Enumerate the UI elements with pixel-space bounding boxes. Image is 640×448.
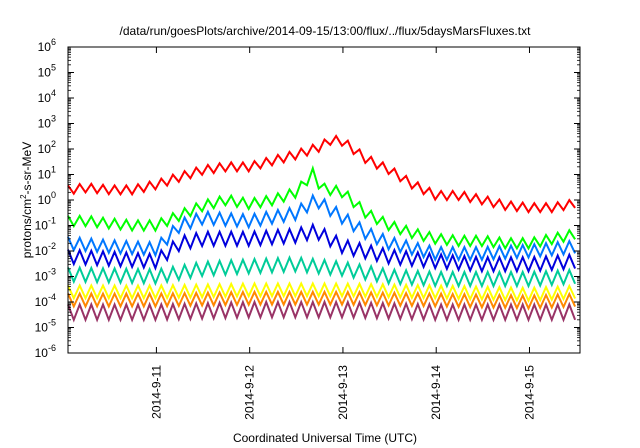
- y-tick-label: 104: [38, 88, 56, 105]
- y-axis: 10-6 10-5 10-4 10-3 10-2 10-1 100 101 102 103 104 1…: [35, 37, 580, 360]
- chart-title: /data/run/goesPlots/archive/2014-09-15/1…: [120, 24, 532, 38]
- x-axis-label: Coordinated Universal Time (UTC): [233, 431, 417, 445]
- y-tick-label: 10-3: [35, 267, 56, 284]
- y-tick-label: 10-4: [35, 292, 56, 309]
- x-axis: 2014-9-11 2014-9-12 2014-9-13 2014-9-14 2014…: [149, 47, 536, 420]
- series-line-4: [67, 222, 577, 274]
- x-tick-label: 2014-9-13: [336, 365, 350, 420]
- y-axis-label: protons/cm2-s-sr-MeV: [19, 142, 34, 258]
- y-tick-label: 105: [38, 63, 56, 80]
- x-tick-label: 2014-9-15: [522, 365, 536, 420]
- y-tick-label: 10-6: [35, 343, 56, 360]
- x-tick-label: 2014-9-12: [243, 365, 257, 420]
- y-tick-label: 102: [38, 139, 56, 156]
- y-tick-label: 103: [38, 114, 56, 131]
- y-tick-label: 10-5: [35, 318, 56, 335]
- series-line-2: [67, 164, 576, 251]
- series-line-7: [67, 289, 577, 311]
- y-tick-label: 101: [38, 165, 56, 182]
- y-tick-label: 10-2: [35, 241, 56, 258]
- y-tick-label: 100: [38, 190, 56, 207]
- y-tick-label: 106: [38, 37, 56, 54]
- series-line-1: [67, 134, 576, 214]
- series-line-5: [67, 254, 577, 289]
- x-tick-label: 2014-9-14: [429, 365, 443, 420]
- x-tick-label: 2014-9-11: [149, 365, 163, 419]
- series-line-8: [67, 299, 577, 323]
- y-tick-label: 10-1: [35, 216, 56, 233]
- series-line-6: [67, 281, 577, 304]
- series-layer: [67, 134, 577, 323]
- series-line-3: [67, 192, 577, 263]
